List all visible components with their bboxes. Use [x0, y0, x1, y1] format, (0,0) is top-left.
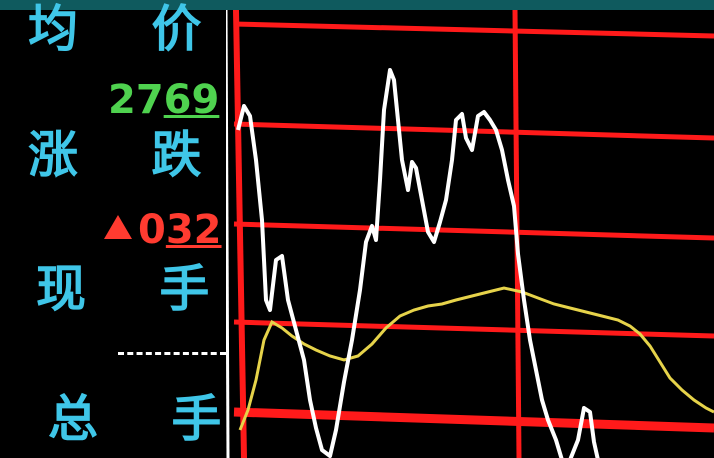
grid-line-v-left: [233, 10, 247, 458]
chart-left-axis: [226, 10, 230, 458]
current-volume-value-dashes: [118, 352, 226, 355]
average-price-value-underlined: 69: [163, 77, 220, 123]
change-value: 032: [104, 210, 222, 250]
average-price-line: [238, 286, 714, 431]
top-bar: [0, 0, 714, 10]
grid-line-h1: [233, 21, 714, 39]
change-value-prefix: 0: [138, 207, 166, 253]
average-price-value-prefix: 27: [108, 77, 164, 123]
quote-side-panel: 均 价 2769 涨 跌 032 现 手 总 手: [0, 4, 232, 458]
last-price-line: [236, 68, 600, 458]
average-price-value: 2769: [108, 80, 219, 120]
change-value-underlined: 32: [165, 207, 222, 253]
change-label: 涨 跌: [28, 126, 230, 184]
intraday-chart: [226, 10, 714, 458]
grid-line-h3: [233, 221, 714, 241]
grid-line-h4: [233, 319, 714, 339]
current-volume-label: 现 手: [36, 260, 238, 318]
intraday-chart-svg: [226, 10, 714, 458]
total-volume-label: 总 手: [48, 390, 250, 448]
up-triangle-icon: [104, 215, 132, 239]
average-price-label: 均 价: [28, 0, 230, 58]
